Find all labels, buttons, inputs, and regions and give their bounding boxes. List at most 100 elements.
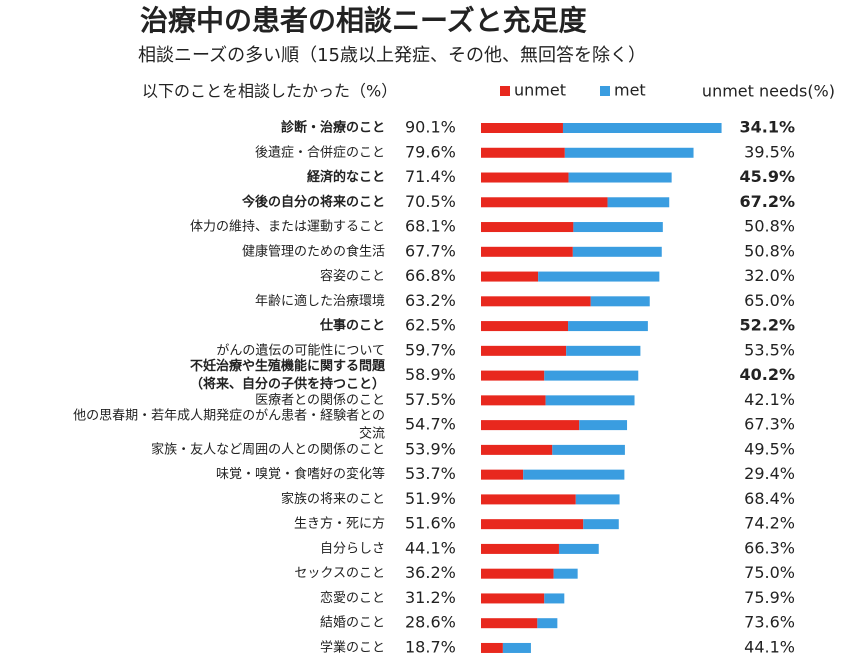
total-label: 53.9%: [405, 439, 456, 458]
unmet-needs-label: 32.0%: [744, 266, 795, 285]
total-label: 36.2%: [405, 563, 456, 582]
category-label: 不妊治療や生殖機能に関する問題: [190, 358, 386, 374]
category-label: 医療者との関係のこと: [255, 393, 385, 408]
unmet-needs-label: 73.6%: [744, 613, 795, 632]
unmet-needs-label: 74.2%: [744, 514, 795, 533]
bar-segment: [481, 172, 569, 183]
category-label: 今後の自分の将来のこと: [241, 194, 385, 210]
bar-segment: [481, 147, 565, 158]
category-label: 経済的なこと: [307, 169, 385, 185]
total-label: 79.6%: [405, 142, 456, 161]
unmet-needs-label: 75.0%: [744, 563, 795, 582]
bar-segment: [481, 370, 545, 381]
total-label: 66.8%: [405, 266, 456, 285]
total-label: 44.1%: [405, 538, 456, 557]
bar-segment: [481, 395, 546, 406]
bar-segment: [481, 642, 503, 653]
total-label: 90.1%: [405, 118, 456, 137]
bar-segment: [544, 370, 639, 381]
bar-segment: [607, 197, 670, 208]
bar-segment: [590, 296, 650, 307]
bar-segment: [523, 469, 625, 480]
bar-segment: [481, 420, 580, 431]
unmet-needs-label: 67.2%: [739, 192, 795, 211]
category-label: 他の思春期・若年成人期発症のがん患者・経験者との: [73, 408, 385, 424]
unmet-needs-label: 44.1%: [744, 637, 795, 656]
total-label: 57.5%: [405, 390, 456, 409]
category-header: 以下のことを相談したかった（%）: [142, 82, 397, 101]
legend-label: unmet: [514, 81, 566, 100]
total-label: 54.7%: [405, 415, 456, 434]
bar-segment: [558, 543, 599, 554]
category-label: 味覚・嗅覚・食嗜好の変化等: [216, 466, 385, 482]
unmet-needs-label: 66.3%: [744, 538, 795, 557]
category-label: 体力の維持、または運動すること: [190, 220, 385, 235]
category-label: 診断・治療のこと: [281, 120, 385, 136]
bar-segment: [552, 444, 625, 455]
bar-segment: [538, 271, 660, 282]
total-label: 58.9%: [405, 365, 456, 384]
bar-segment: [481, 543, 559, 554]
bar-segment: [575, 494, 620, 505]
bar-segment: [502, 642, 531, 653]
category-label: 恋愛のこと: [320, 590, 385, 606]
total-label: 53.7%: [405, 464, 456, 483]
bar-segment: [566, 345, 641, 356]
bar-segment: [544, 593, 565, 604]
total-label: 68.1%: [405, 217, 456, 236]
total-label: 63.2%: [405, 291, 456, 310]
bar-segment: [481, 296, 591, 307]
bar-segment: [481, 519, 584, 530]
legend-label: met: [614, 81, 646, 100]
category-label: がんの遺伝の可能性について: [216, 343, 385, 358]
bar-segment: [481, 321, 569, 332]
unmet-needs-label: 49.5%: [744, 439, 795, 458]
category-label: 生き方・死に方: [294, 516, 385, 532]
category-label: 結婚のこと: [320, 616, 385, 631]
bar-segment: [481, 246, 573, 257]
bar-segment: [564, 147, 694, 158]
category-label: 自分らしさ: [320, 541, 385, 556]
unmet-needs-label: 42.1%: [744, 390, 795, 409]
total-label: 70.5%: [405, 192, 456, 211]
bar-segment: [537, 618, 558, 629]
legend-swatch: [500, 86, 510, 96]
total-label: 59.7%: [405, 340, 456, 359]
bar-segment: [545, 395, 635, 406]
legend-swatch: [600, 86, 610, 96]
unmet-needs-label: 50.8%: [744, 241, 795, 260]
unmet-needs-label: 65.0%: [744, 291, 795, 310]
category-label: 健康管理のための食生活: [242, 243, 385, 259]
total-label: 28.6%: [405, 613, 456, 632]
total-label: 62.5%: [405, 316, 456, 335]
bar-segment: [481, 271, 539, 282]
bar-segment: [481, 444, 553, 455]
unmet-needs-label: 67.3%: [744, 415, 795, 434]
bar-segment: [481, 197, 608, 208]
category-label: 家族・友人など周囲の人との関係のこと: [151, 441, 385, 457]
category-label: 後遺症・合併症のこと: [255, 145, 385, 160]
bar-segment: [481, 618, 538, 629]
total-label: 71.4%: [405, 167, 456, 186]
bar-segment: [553, 568, 578, 579]
bar-segment: [481, 593, 545, 604]
chart-title: 治療中の患者の相談ニーズと充足度: [140, 4, 587, 37]
chart-subtitle: 相談ニーズの多い順（15歳以上発症、その他、無回答を除く）: [138, 45, 646, 66]
bar-segment: [481, 494, 576, 505]
bar-segment: [562, 123, 722, 133]
bar-segment: [481, 469, 524, 480]
total-label: 31.2%: [405, 588, 456, 607]
unmet-needs-label: 68.4%: [744, 489, 795, 508]
unmet-needs-label: 45.9%: [739, 167, 795, 186]
category-label: 仕事のこと: [319, 318, 385, 334]
unmet-needs-label: 40.2%: [739, 365, 795, 384]
bar-segment: [568, 321, 648, 332]
bar-segment: [481, 568, 554, 579]
bar-segment: [568, 172, 672, 183]
total-label: 51.6%: [405, 514, 456, 533]
bar-segment: [573, 222, 663, 233]
bar-segment: [583, 519, 619, 530]
total-label: 67.7%: [405, 241, 456, 260]
category-label: 年齢に適した治療環境: [255, 293, 385, 309]
category-label: 家族の将来のこと: [281, 491, 385, 507]
